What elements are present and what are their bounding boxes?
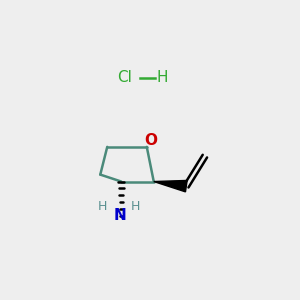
Text: H: H [98, 200, 107, 213]
Text: H: H [156, 70, 168, 85]
Text: O: O [144, 133, 157, 148]
Text: H: H [130, 200, 140, 213]
Text: N: N [114, 208, 126, 223]
Text: Cl: Cl [117, 70, 132, 85]
Polygon shape [154, 180, 187, 192]
